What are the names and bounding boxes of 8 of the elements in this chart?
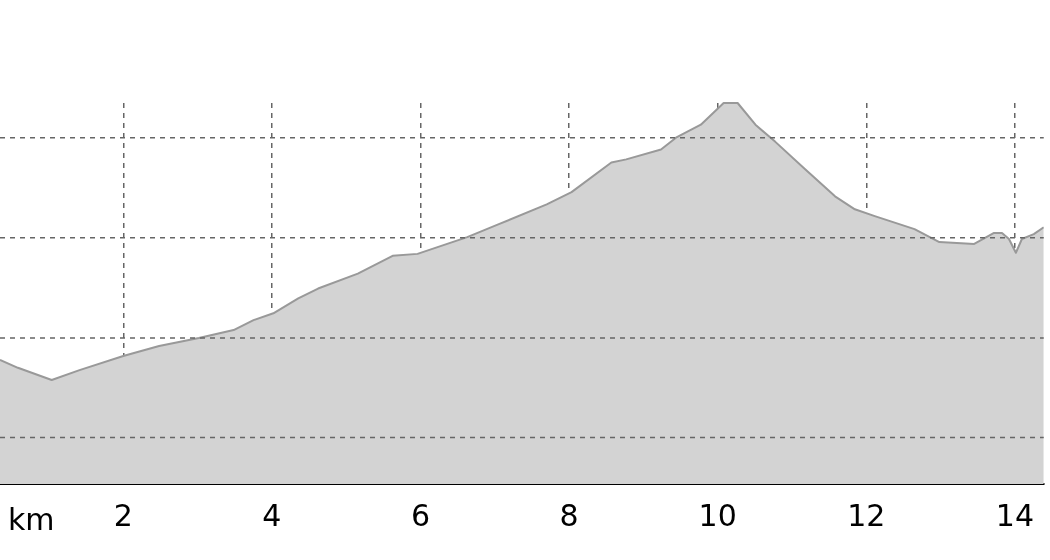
x-tick-label: 6 xyxy=(410,497,431,533)
x-tick-label: 8 xyxy=(559,497,579,533)
x-tick-label: 14 xyxy=(995,497,1035,533)
x-tick-label: 4 xyxy=(262,497,282,533)
x-tick-label: 2 xyxy=(113,497,133,533)
x-tick-label: 12 xyxy=(847,497,886,533)
x-tick-label: 10 xyxy=(698,497,737,533)
x-axis-title: km xyxy=(8,501,55,537)
